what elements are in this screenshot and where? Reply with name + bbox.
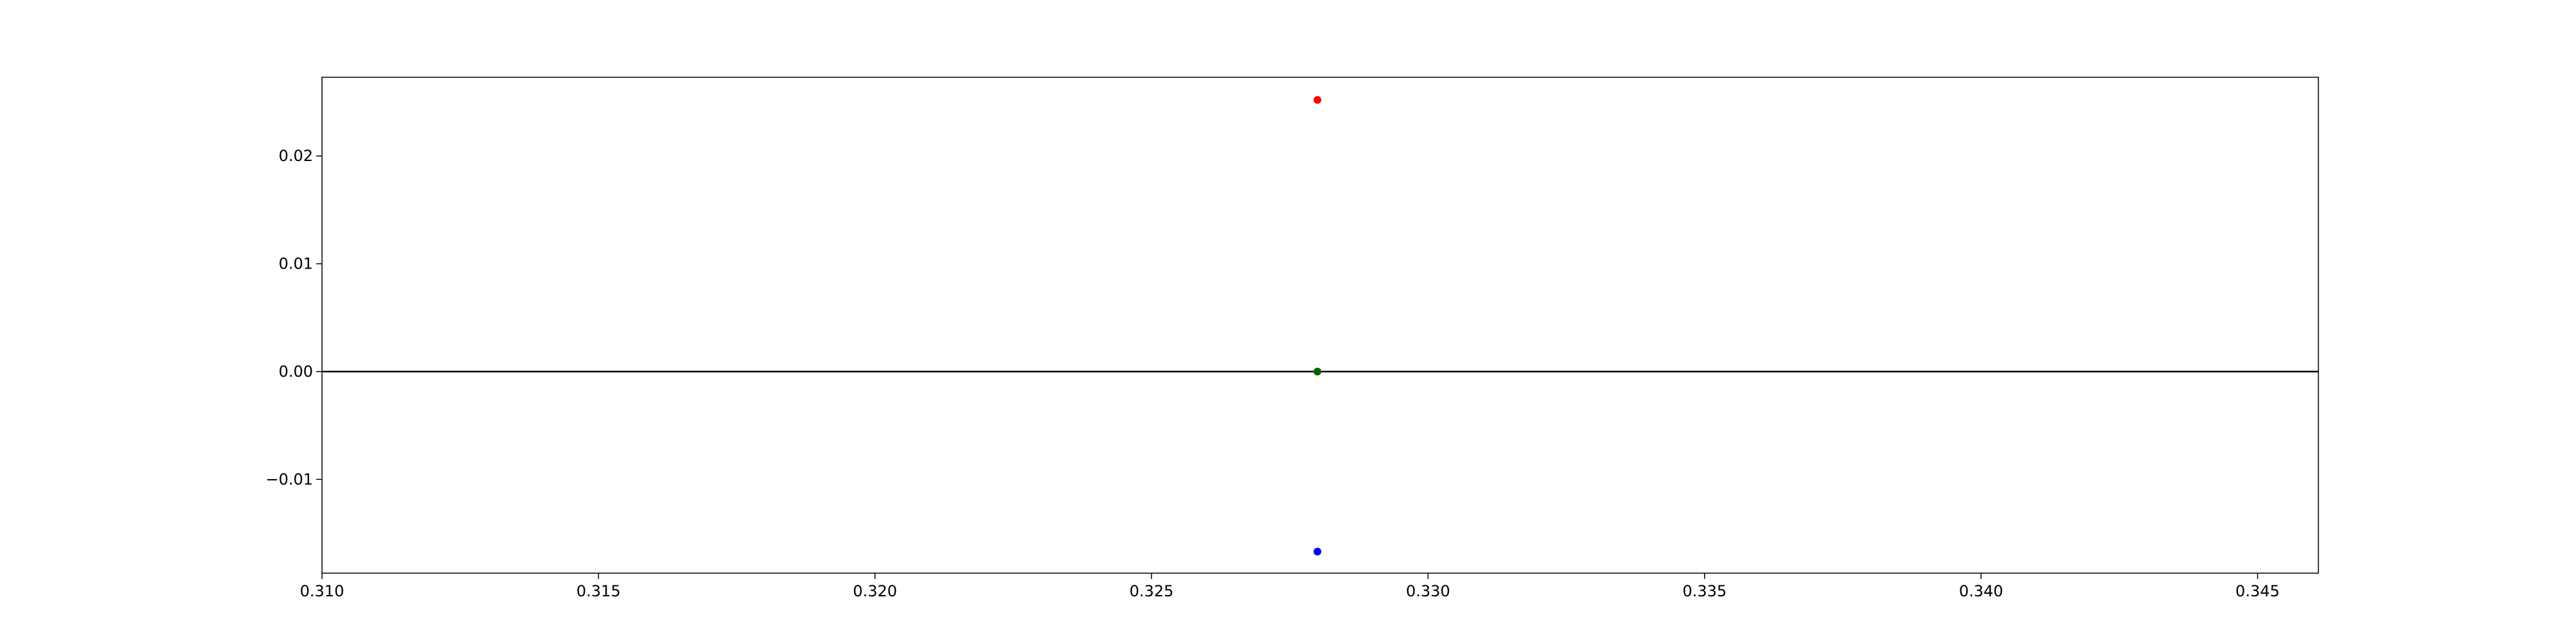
x-tick-label: 0.325 bbox=[1130, 582, 1174, 600]
data-point bbox=[1313, 547, 1321, 556]
data-point bbox=[1313, 367, 1321, 375]
x-tick-label: 0.320 bbox=[853, 582, 897, 600]
x-tick-label: 0.315 bbox=[576, 582, 621, 600]
y-tick-label: 0.00 bbox=[279, 363, 313, 381]
y-tick-label: 0.02 bbox=[279, 147, 313, 165]
x-tick-label: 0.340 bbox=[1959, 582, 2003, 600]
x-tick-label: 0.310 bbox=[300, 582, 345, 600]
x-tick-label: 0.345 bbox=[2235, 582, 2280, 600]
y-tick-label: −0.01 bbox=[265, 470, 313, 488]
data-point bbox=[1313, 96, 1321, 104]
plot-layer: 0.310 0.315 0.320 0.325 0.330 0.335 0.340 0.345… bbox=[265, 96, 2318, 600]
y-tick-label: 0.01 bbox=[279, 255, 313, 273]
plot-frame bbox=[321, 77, 2319, 574]
x-tick-label: 0.335 bbox=[1682, 582, 1727, 600]
x-tick-label: 0.330 bbox=[1406, 582, 1450, 600]
